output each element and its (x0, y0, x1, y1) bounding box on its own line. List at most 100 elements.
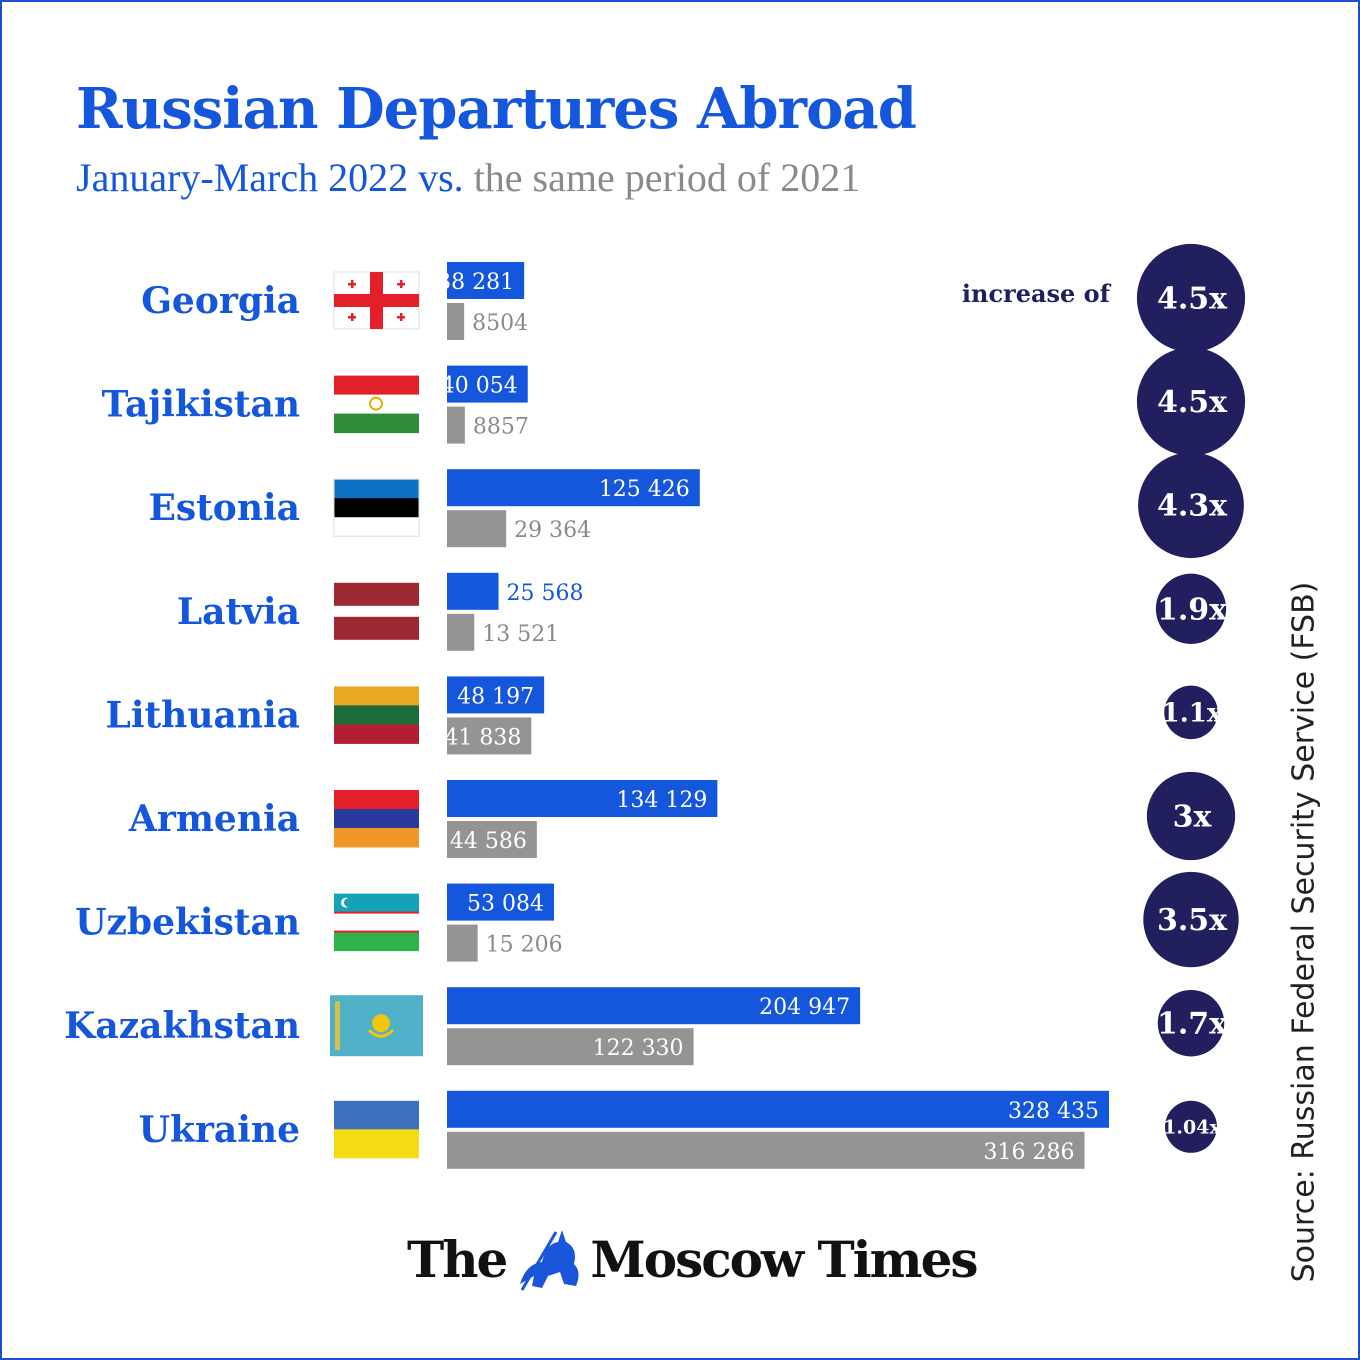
st-george-emblem-icon (520, 1230, 579, 1291)
flag-crown (369, 396, 383, 411)
bar-2022 (447, 469, 700, 507)
increase-label: 1.7x (1157, 1007, 1228, 1042)
bar-2022 (447, 365, 528, 403)
subtitle-period: January-March 2022 vs. (76, 155, 464, 200)
value-label-2021: 122 330 (593, 1036, 684, 1061)
increase-bubble (1164, 685, 1218, 740)
moscow-times-logo: The Moscow Times (407, 1224, 979, 1294)
flag-stripe (334, 413, 419, 434)
flag-small-cross (351, 280, 354, 288)
flag-stripe (334, 605, 419, 617)
bar-2022 (447, 987, 861, 1025)
category-label: Armenia (128, 798, 300, 840)
bar-2022 (447, 572, 499, 610)
bar-2022 (447, 676, 545, 714)
kazakhstan-flag-icon (330, 995, 423, 1057)
georgia-flag-icon (333, 271, 420, 330)
bar-2022 (447, 780, 718, 817)
flag-eagle (367, 1029, 395, 1038)
tajikistan-flag-icon (334, 375, 419, 434)
chart-subtitle: January-March 2022 vs. the same period o… (76, 154, 860, 201)
value-label-2021: 44 586 (450, 829, 527, 854)
increase-bubble (1136, 347, 1246, 456)
bar-2021 (447, 1131, 1085, 1169)
flag-small-cross (400, 313, 403, 321)
increase-of-label: increase of (962, 279, 1112, 308)
flag-stripe (334, 686, 419, 706)
increase-label: 1.9x (1157, 592, 1228, 627)
flag-stripe (334, 790, 419, 810)
lithuania-flag-icon (334, 686, 419, 744)
flag-sun (372, 1014, 390, 1033)
flag-stripe (334, 394, 419, 415)
flag-stripe (334, 375, 419, 396)
chart-row: Estonia 125 426 29 364 4.3x (148, 452, 1244, 559)
increase-bubble (1143, 871, 1239, 968)
category-label: Kazakhstan (64, 1005, 300, 1047)
logo-text-the: The (407, 1229, 508, 1289)
bar-2021 (447, 406, 465, 444)
uzbekistan-flag-icon (334, 893, 419, 952)
bar-2021 (447, 717, 532, 755)
flag-ornament (335, 1001, 340, 1051)
increase-bubble (1136, 243, 1246, 353)
bar-2022 (447, 883, 554, 921)
category-label: Georgia (141, 280, 300, 322)
value-label-2021: 316 286 (984, 1140, 1075, 1165)
flag-border (333, 478, 420, 537)
category-label: Lithuania (106, 694, 300, 736)
category-label: Estonia (148, 487, 300, 529)
bar-2021 (447, 510, 507, 548)
category-label: Ukraine (139, 1109, 300, 1151)
increase-bubble (1157, 989, 1225, 1057)
bar-2022 (447, 1090, 1109, 1128)
flag-stripe (334, 517, 419, 537)
source-note: Source: Russian Federal Security Service… (1286, 581, 1322, 1283)
armenia-flag-icon (334, 790, 419, 848)
value-label-2021: 41 838 (444, 725, 521, 750)
value-label-2022: 204 947 (759, 995, 850, 1020)
flag-stripe (334, 705, 419, 725)
increase-bubble (1155, 573, 1227, 644)
increase-label: 4.5x (1157, 282, 1228, 317)
chart-row: Kazakhstan 204 947 122 330 1.7x (64, 987, 1228, 1066)
value-label-2022: 38 281 (437, 270, 514, 295)
value-label-2022: 328 435 (1008, 1099, 1099, 1124)
flag-small-cross (400, 280, 403, 288)
chart-row: Armenia 134 129 44 586 3x (128, 771, 1236, 861)
flag-small-cross (351, 313, 354, 321)
value-label-2022: 53 084 (467, 892, 544, 917)
flag-stripe (334, 724, 419, 744)
flag-stripe (334, 931, 419, 952)
value-label-2021: 8504 (472, 311, 528, 336)
ukraine-flag-icon (334, 1100, 419, 1159)
bar-2021 (447, 924, 478, 962)
flag-stripe (334, 828, 419, 848)
value-label-2022: 25 568 (507, 581, 584, 606)
bar-2021 (447, 1028, 694, 1066)
flag-stripe (334, 498, 419, 518)
increase-label: 4.5x (1157, 385, 1228, 420)
bar-2021 (447, 613, 475, 651)
chart-row: Georgia 38 281 8504 4.5x (141, 243, 1246, 353)
increase-label: 3x (1173, 800, 1213, 835)
increase-label: 1.1x (1162, 699, 1223, 729)
chart-row: Latvia 25 568 13 521 1.9x (177, 572, 1228, 651)
chart-row: Tajikistan 40 054 8857 4.5x (102, 347, 1246, 456)
value-label-2022: 40 054 (441, 374, 518, 399)
flag-stripe (334, 911, 419, 914)
flag-stripe (334, 809, 419, 829)
flag-stripe (334, 1129, 419, 1159)
chart-row: Lithuania 48 197 41 838 1.1x (106, 676, 1223, 755)
increase-bubble (1146, 771, 1236, 861)
flag-cross (334, 294, 419, 307)
increase-label: 4.3x (1157, 489, 1228, 524)
logo-text-moscow-times: Moscow Times (590, 1229, 978, 1289)
increase-label: 3.5x (1157, 903, 1228, 938)
flag-stripe (334, 479, 419, 499)
value-label-2022: 125 426 (599, 477, 690, 502)
bar-2021 (447, 821, 537, 858)
flag-stripe (334, 930, 419, 933)
bar-2022 (447, 262, 525, 299)
